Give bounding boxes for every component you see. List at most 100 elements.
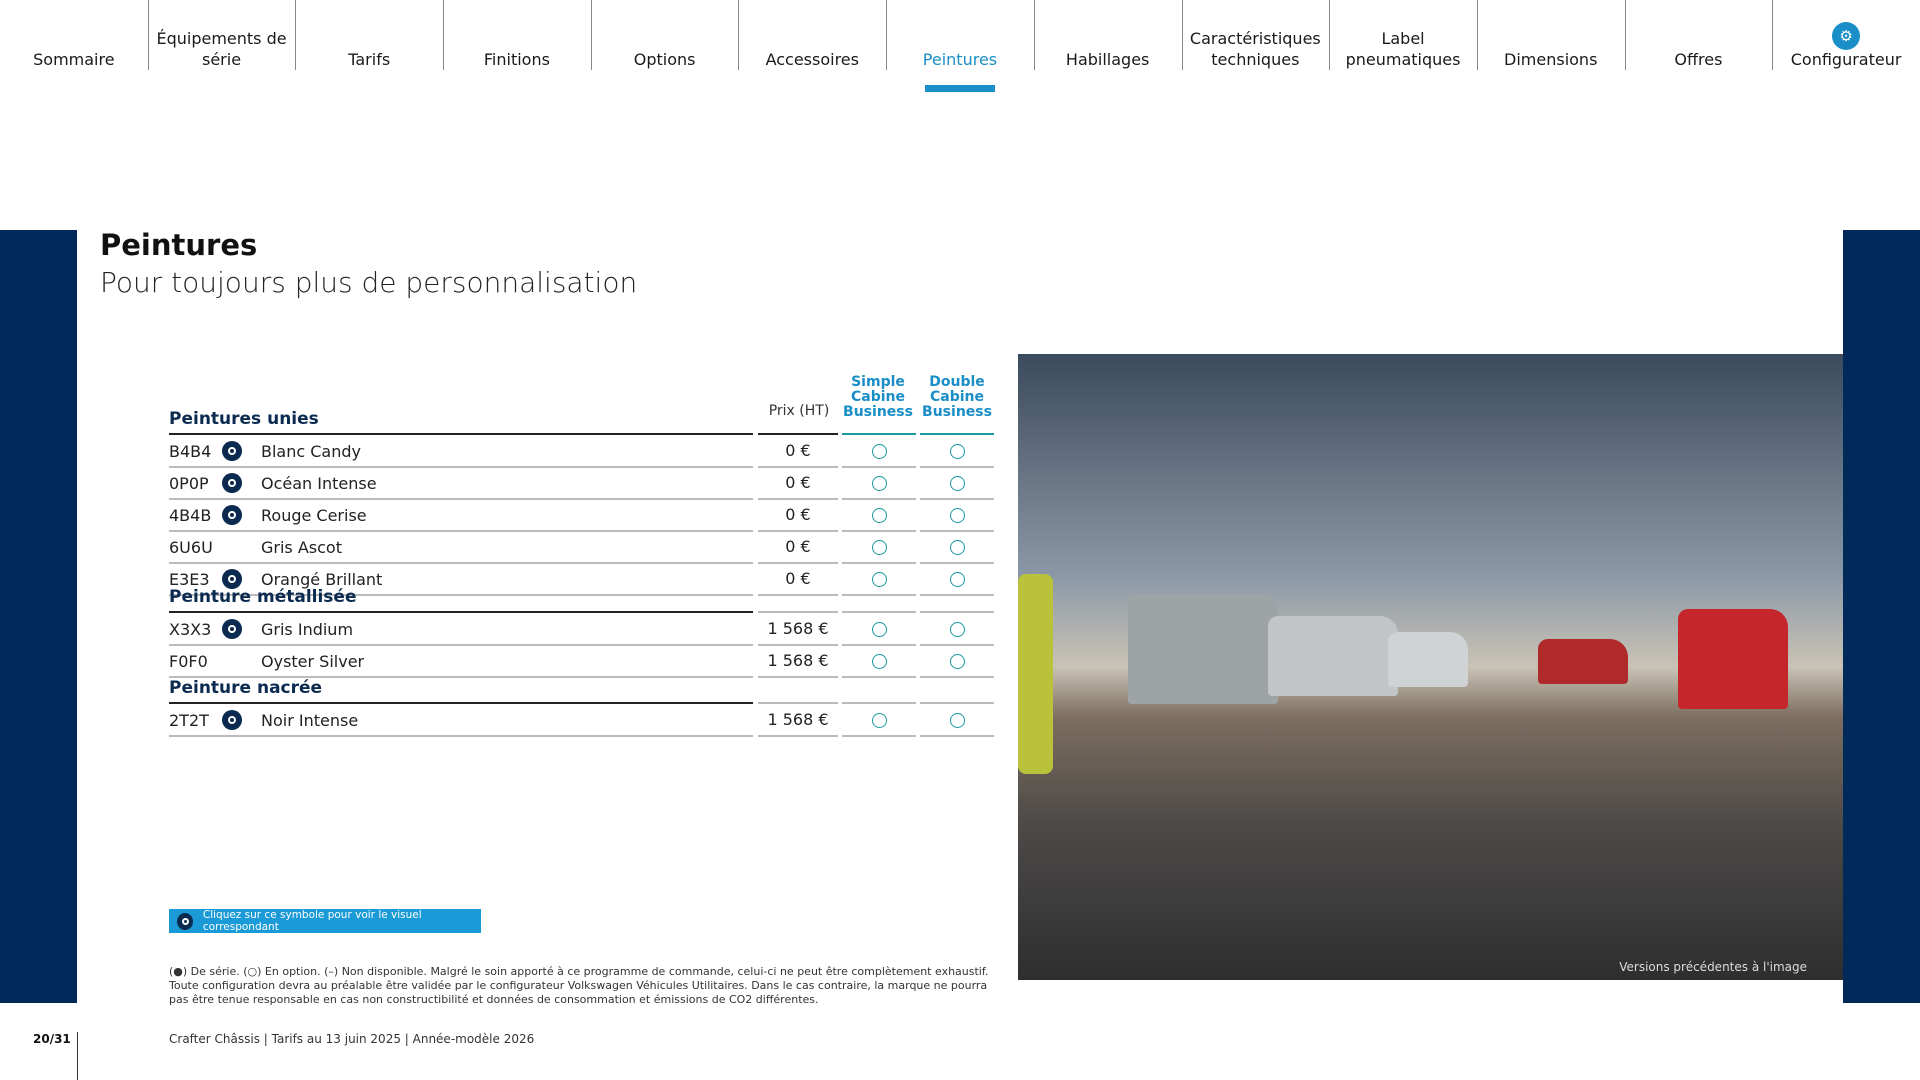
section-title: Peinture métallisée (169, 587, 357, 607)
configurator-icon: ⚙ (1832, 22, 1861, 50)
nav-label: Peintures (922, 50, 998, 69)
option-circle-icon (949, 712, 965, 728)
paint-code: F0F0 (169, 651, 208, 671)
option-circle-icon (871, 712, 887, 728)
nav-tab-label-pneumatiques[interactable]: Label pneumatiques (1329, 0, 1477, 70)
nav-tab-options[interactable]: Options (590, 0, 739, 70)
nav-tab-finitions[interactable]: Finitions (443, 0, 591, 70)
nav-label: Dimensions (1504, 50, 1598, 69)
nav-label: Finitions (483, 50, 550, 69)
price: 1 568 € (758, 705, 838, 737)
header-price: Prix (HT) (768, 403, 830, 419)
option-circle-icon (871, 507, 887, 523)
option-circle-icon (949, 571, 965, 587)
van-white (1268, 616, 1398, 696)
nav-label: Label pneumatiques (1345, 29, 1461, 69)
option-circle-icon (949, 507, 965, 523)
paint-name: Blanc Candy (261, 441, 361, 461)
paint-name: Oyster Silver (261, 651, 365, 671)
nav-label: Accessoires (765, 50, 859, 69)
table-row: 6U6U Gris Ascot 0 € (169, 532, 994, 564)
table-row: X3X3 Gris Indium 1 568 € (169, 614, 994, 646)
paint-code: B4B4 (169, 441, 212, 461)
nav-tab-habillages[interactable]: Habillages (1033, 0, 1182, 70)
nav-tab-équipements-de-série[interactable]: Équipements de série (147, 0, 296, 70)
header-double-cabine: Double Cabine Business (922, 374, 992, 420)
nav-tab-tarifs[interactable]: Tarifs (295, 0, 443, 70)
eye-icon[interactable] (222, 619, 242, 639)
info-text: Cliquez sur ce symbole pour voir le visu… (202, 909, 422, 933)
eye-icon[interactable] (222, 505, 242, 525)
nav-tab-accessoires[interactable]: Accessoires (738, 0, 886, 70)
option-circle-icon (871, 443, 887, 459)
section-2: Peinture nacrée 2T2T Noir Intense 1 568 € (169, 678, 994, 737)
option-circle-icon (871, 653, 887, 669)
option-circle-icon (871, 475, 887, 491)
option-circle-icon (871, 539, 887, 555)
nav-label: Offres (1674, 50, 1723, 69)
nav-tab-sommaire[interactable]: Sommaire (0, 0, 148, 70)
divider (77, 1032, 78, 1080)
van-white-far (1388, 632, 1468, 687)
section-rule (169, 433, 994, 436)
paint-code: 0P0P (169, 473, 209, 493)
photo-caption: Versions précédentes à l'image (1619, 960, 1807, 974)
info-bar: Cliquez sur ce symbole pour voir le visu… (169, 909, 481, 933)
footnote: (●) De série. (○) En option. (–) Non dis… (169, 965, 989, 1006)
truck-red (1678, 609, 1788, 709)
price: 0 € (758, 532, 838, 564)
table-row: 4B4B Rouge Cerise 0 € (169, 500, 994, 532)
vehicle-photo: Versions précédentes à l'image (1018, 354, 1843, 980)
price: 0 € (758, 436, 838, 468)
nav-label: Options (633, 50, 696, 69)
table-row: 0P0P Océan Intense 0 € (169, 468, 994, 500)
page-title: Peintures (100, 228, 258, 262)
paint-name: Gris Ascot (261, 537, 342, 557)
top-navigation: Sommaire Équipements de série Tarifs Finiti… (0, 0, 1920, 95)
eye-icon[interactable] (222, 441, 242, 461)
nav-tab-dimensions[interactable]: Dimensions (1476, 0, 1625, 70)
header-simple-cabine: Simple Cabine Business (843, 374, 913, 420)
option-circle-icon (949, 475, 965, 491)
section-title: Peinture nacrée (169, 678, 323, 698)
eye-icon[interactable] (222, 710, 242, 730)
section-rule (169, 702, 994, 705)
paint-name: Océan Intense (261, 473, 377, 493)
paint-code: 4B4B (169, 505, 212, 525)
table-row: B4B4 Blanc Candy 0 € (169, 436, 994, 468)
option-circle-icon (871, 571, 887, 587)
footer-text: Crafter Châssis | Tarifs au 13 juin 2025… (169, 1032, 535, 1046)
price: 0 € (758, 564, 838, 596)
option-circle-icon (871, 621, 887, 637)
option-circle-icon (949, 621, 965, 637)
nav-tab-caractéristiques-techniques[interactable]: Caractéristiques techniques (1181, 0, 1330, 70)
nav-tab-configurateur[interactable]: ⚙ Configurateur (1772, 0, 1920, 70)
paint-code: 6U6U (169, 537, 213, 557)
section-1: Peinture métallisée X3X3 Gris Indium 1 56… (169, 587, 994, 678)
truck-red-small (1538, 639, 1628, 684)
paint-code: E3E3 (169, 569, 210, 589)
option-circle-icon (949, 539, 965, 555)
paint-name: Rouge Cerise (261, 505, 367, 525)
paint-code: X3X3 (169, 619, 212, 639)
nav-tab-offres[interactable]: Offres (1624, 0, 1773, 70)
table-row: F0F0 Oyster Silver 1 568 € (169, 646, 994, 678)
price: 0 € (758, 468, 838, 500)
table-row: 2T2T Noir Intense 1 568 € (169, 705, 994, 737)
van-silver (1128, 594, 1278, 704)
paint-code: 2T2T (169, 710, 209, 730)
paint-name: Orangé Brillant (261, 569, 383, 589)
paint-name: Noir Intense (261, 710, 359, 730)
option-circle-icon (949, 653, 965, 669)
page-subtitle: Pour toujours plus de personnalisation (100, 266, 638, 299)
nav-tab-peintures[interactable]: Peintures (886, 0, 1034, 92)
nav-label: Caractéristiques techniques (1189, 29, 1321, 69)
page-number: 20/31 (33, 1032, 71, 1046)
option-circle-icon (949, 443, 965, 459)
eye-icon[interactable] (222, 473, 242, 493)
section-title: Peintures unies (169, 409, 319, 429)
price: 1 568 € (758, 646, 838, 678)
price: 1 568 € (758, 614, 838, 646)
eye-icon[interactable] (222, 569, 242, 589)
section-0: Peintures unies B4B4 Blanc Candy 0 € 0P0P… (169, 409, 994, 596)
